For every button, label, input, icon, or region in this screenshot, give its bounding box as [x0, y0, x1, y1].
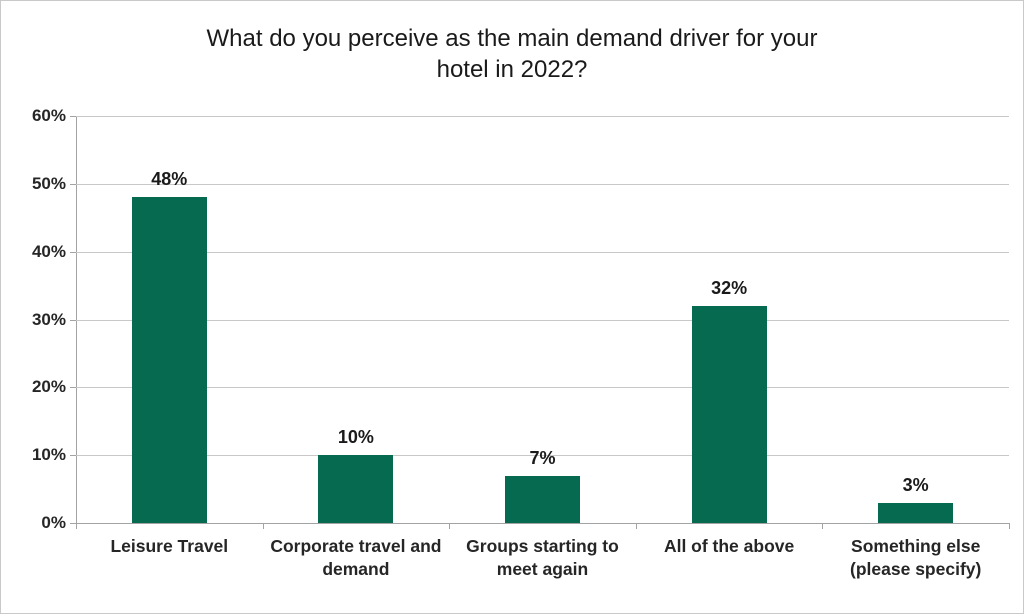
y-axis-tick [70, 523, 76, 524]
plot-area: 0% 10% 20% 30% 40% 50% 60% 48% Leisure Travel 10%… [32, 106, 1010, 579]
bar [505, 475, 580, 523]
x-axis-category-label: Corporate travel and demand [270, 536, 442, 579]
x-axis-line [76, 523, 1009, 524]
chart-title-line-1: What do you perceive as the main demand … [206, 25, 818, 52]
x-axis-tick [262, 523, 264, 529]
y-axis-tick [70, 251, 76, 253]
y-axis-tick-label: 0% [41, 513, 66, 532]
bar-value-label: 3% [902, 474, 929, 495]
y-axis-tick-label: 20% [31, 377, 66, 397]
x-axis-tick [822, 523, 824, 529]
y-axis-tick-label: 40% [31, 241, 66, 261]
bar-value-label: 48% [151, 169, 188, 190]
bar [318, 455, 394, 523]
x-axis-category-label: All of the above [663, 536, 795, 556]
y-axis-tick-label: 10% [31, 445, 66, 465]
gridline [76, 319, 1009, 321]
bar [878, 502, 954, 523]
x-axis-tick [635, 523, 637, 529]
y-axis-tick [70, 387, 76, 389]
gridline [76, 455, 1009, 457]
x-axis-tick [1009, 523, 1010, 529]
bar [131, 197, 207, 523]
x-axis-tick [449, 523, 451, 529]
y-axis-tick [70, 183, 76, 185]
x-axis-category-label: Leisure Travel [110, 536, 229, 556]
y-axis-line [76, 116, 77, 528]
bar [691, 305, 767, 523]
gridline [76, 116, 1009, 117]
y-axis-tick [70, 319, 76, 321]
y-axis-tick-label: 60% [31, 106, 66, 125]
bar-value-label: 32% [711, 277, 748, 298]
y-axis-tick [70, 455, 76, 457]
x-axis-category-label: Something else (please specify) [850, 536, 982, 579]
y-axis-tick [70, 116, 76, 117]
chart-title-line-2: hotel in 2022? [436, 56, 588, 83]
y-axis-tick-label: 30% [31, 309, 66, 329]
chart-title: What do you perceive as the main demand … [1, 23, 1023, 85]
gridline [76, 387, 1009, 389]
bar-value-label: 10% [337, 427, 374, 448]
y-axis-tick-label: 50% [31, 173, 66, 193]
x-axis-category-label: Groups starting to meet again [466, 536, 619, 579]
x-axis-tick [76, 523, 77, 529]
bar-value-label: 7% [529, 447, 556, 468]
gridline [76, 251, 1009, 253]
gridline [76, 183, 1009, 185]
